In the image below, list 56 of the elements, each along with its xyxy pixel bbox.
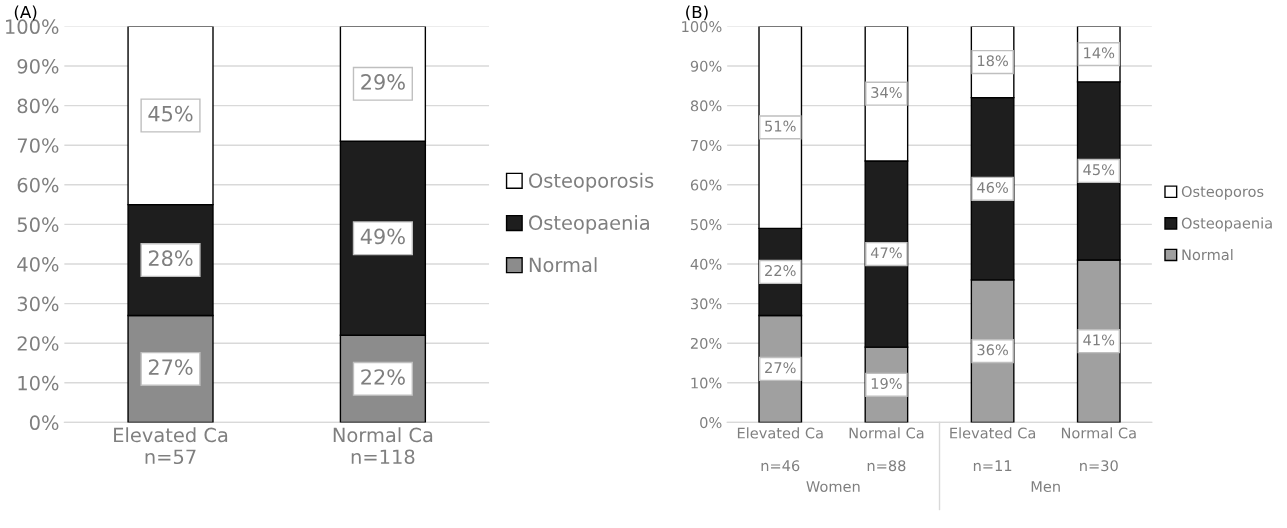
y-tick-label: 40% — [17, 256, 59, 272]
y-tick-label: 10% — [18, 375, 59, 391]
data-label: 18% — [977, 55, 1008, 67]
legend-label: Osteoporos — [1181, 185, 1264, 200]
y-tick-label: 70% — [691, 139, 722, 151]
data-label: 51% — [765, 120, 796, 132]
category-label: Elevated Ca n=11 — [950, 427, 1036, 471]
category-label: Normal Ca n=30 — [1061, 427, 1136, 472]
data-label: 19% — [871, 377, 902, 390]
data-label: 46% — [977, 181, 1008, 193]
category-label: Elevated Ca n=46 — [737, 427, 823, 472]
data-label: 36% — [977, 344, 1008, 356]
data-label: 41% — [1083, 334, 1115, 346]
x-tick-label: Normal Ca n=118 — [333, 427, 433, 465]
data-label: 29% — [361, 74, 405, 90]
data-label: 27% — [765, 362, 796, 374]
y-tick-label: 80% — [690, 100, 722, 112]
y-tick-label: 90% — [17, 58, 59, 74]
data-label: 45% — [148, 105, 193, 122]
legend-label: Osteopaenia — [529, 214, 649, 234]
category-label: Normal Ca n=88 — [849, 427, 924, 472]
y-tick-label: 30% — [17, 296, 59, 312]
text: Men — [1031, 481, 1060, 493]
y-tick-label: 10% — [691, 377, 722, 389]
legend-label: Normal — [529, 257, 597, 273]
data-label: 22% — [361, 369, 405, 385]
y-tick-label: 90% — [690, 60, 722, 72]
legend-label: Osteoporosis — [529, 172, 654, 192]
y-tick-label: 0% — [700, 417, 722, 429]
data-label: 27% — [148, 359, 193, 375]
y-tick-label: 100% — [6, 19, 59, 35]
y-tick-label: 0% — [29, 415, 59, 431]
chart-title: (A) — [14, 5, 37, 21]
y-tick-label: 50% — [691, 219, 722, 231]
y-tick-label: 20% — [17, 336, 59, 351]
y-tick-label: 40% — [690, 258, 722, 270]
y-tick-label: 70% — [17, 138, 59, 153]
y-tick-label: 60% — [17, 177, 59, 193]
y-tick-label: 50% — [17, 217, 59, 233]
data-label: 22% — [765, 265, 796, 277]
y-tick-label: 30% — [690, 298, 722, 310]
data-label: 28% — [148, 250, 193, 267]
legend-label: Normal — [1182, 248, 1233, 261]
data-label: 45% — [1083, 164, 1115, 176]
text: Women — [806, 481, 860, 493]
data-label: 14% — [1084, 47, 1115, 59]
y-tick-label: 20% — [690, 337, 722, 349]
data-label: 49% — [360, 228, 405, 245]
y-tick-label: 80% — [17, 98, 59, 114]
data-label: 34% — [871, 86, 902, 98]
x-tick-label: Elevated Ca n=57 — [114, 427, 228, 465]
y-tick-label: 100% — [682, 21, 722, 33]
legend-label: Osteopaenia — [1181, 217, 1272, 232]
chart-title: (B) — [686, 5, 708, 21]
data-label: 47% — [870, 247, 902, 259]
y-tick-label: 60% — [690, 179, 722, 191]
